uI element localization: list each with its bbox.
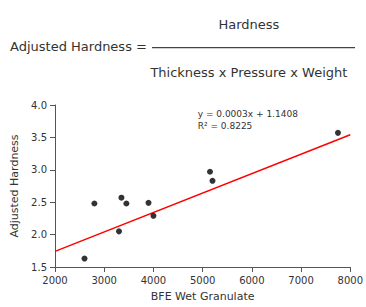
svg-text:2.5: 2.5 xyxy=(31,197,47,208)
svg-text:3.5: 3.5 xyxy=(31,132,47,143)
svg-text:3.0: 3.0 xyxy=(31,164,47,175)
svg-text:Hardness: Hardness xyxy=(218,17,279,32)
svg-text:3000: 3000 xyxy=(91,275,116,286)
svg-text:Adjusted Hardness: Adjusted Hardness xyxy=(8,134,21,237)
svg-text:y = 0.0003x + 1.1408: y = 0.0003x + 1.1408 xyxy=(198,109,298,119)
svg-text:BFE Wet Granulate: BFE Wet Granulate xyxy=(151,290,255,303)
svg-text:4000: 4000 xyxy=(141,275,166,286)
svg-text:8000: 8000 xyxy=(338,275,363,286)
svg-text:R² = 0.8225: R² = 0.8225 xyxy=(198,121,253,131)
svg-text:2.0: 2.0 xyxy=(31,229,47,240)
svg-text:2000: 2000 xyxy=(42,275,67,286)
svg-text:6000: 6000 xyxy=(239,275,264,286)
svg-text:4.0: 4.0 xyxy=(31,100,47,111)
svg-text:5000: 5000 xyxy=(190,275,215,286)
svg-text:Adjusted Hardness =: Adjusted Hardness = xyxy=(10,39,151,54)
svg-text:Thickness x Pressure x Weight: Thickness x Pressure x Weight xyxy=(149,65,347,80)
svg-text:1.5: 1.5 xyxy=(31,262,47,273)
svg-text:7000: 7000 xyxy=(288,275,313,286)
